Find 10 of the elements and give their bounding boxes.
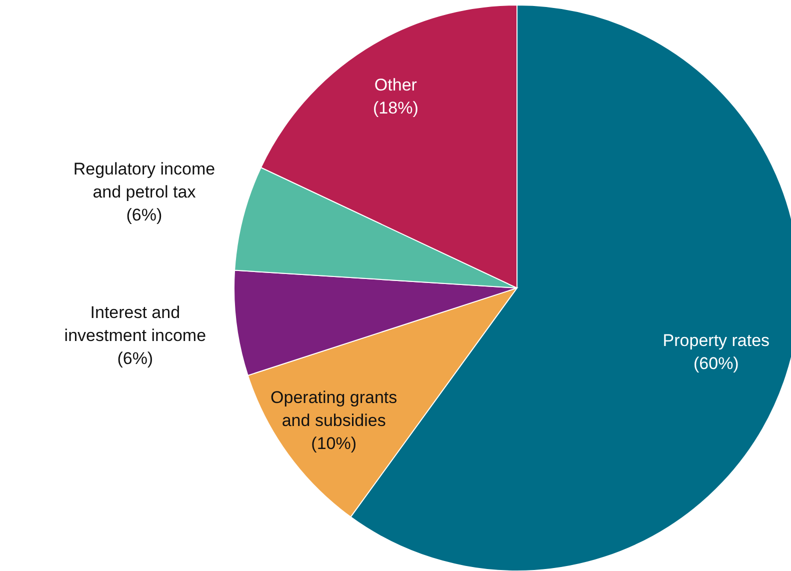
slice-label: Operating grants and subsidies <box>270 388 398 430</box>
slice-label: Regulatory income and petrol tax <box>73 159 216 202</box>
data-label: (6%) <box>117 349 154 368</box>
data-label: (10%) <box>311 434 357 454</box>
slice-label: Interest and investment income <box>64 303 206 346</box>
data-label: (6%) <box>126 205 162 224</box>
slice-label: Other <box>374 75 418 94</box>
data-label: (18%) <box>373 98 418 118</box>
data-label: (60%) <box>693 354 739 374</box>
slice-label: Property rates <box>662 331 770 350</box>
